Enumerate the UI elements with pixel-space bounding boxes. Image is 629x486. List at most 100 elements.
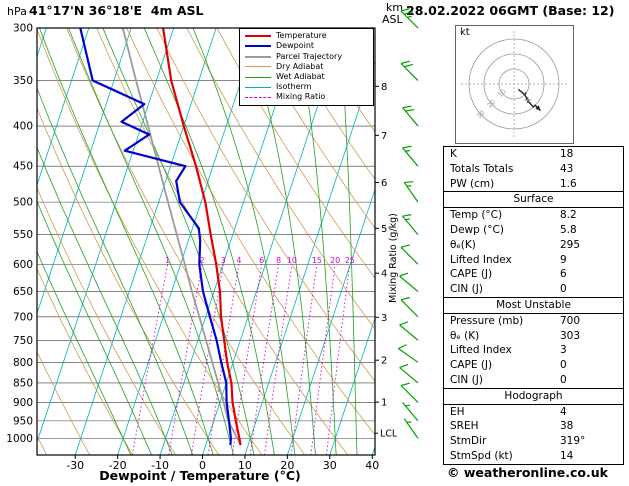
stat-row: K 18 [444, 147, 623, 162]
stat-value: 3 [560, 344, 567, 357]
chart-legend: Temperature Dewpoint Parcel Trajectory Dry … [239, 28, 374, 106]
stat-value: 1.6 [560, 177, 577, 190]
pressure-tick-label: 300 [13, 23, 33, 35]
km-tick-label: 5 [381, 224, 387, 235]
hodograph-ring-30 [468, 38, 560, 130]
stats-table: K 18 Totals Totals 43 PW (cm) 1.6 Surface Temp … [443, 146, 624, 465]
stat-value: 43 [560, 162, 574, 175]
temp-tick-label: -10 [151, 459, 169, 472]
stat-row: StmDir 319° [444, 434, 623, 449]
mixing-ratio-label: 3 [221, 256, 226, 265]
legend-line-wet-adiabat [245, 76, 271, 78]
temp-tick-label: 40 [365, 459, 379, 472]
pressure-tick-label: 400 [13, 121, 33, 133]
mixing-ratio-label: 10 [287, 256, 297, 265]
legend-label-isotherm: Isotherm [276, 82, 312, 92]
pressure-tick-label: 750 [13, 335, 33, 347]
stat-row: CAPE (J) 0 [444, 358, 623, 373]
stat-row: PW (cm) 1.6 [444, 177, 623, 192]
hodograph-ring-label: 10 [496, 87, 508, 99]
stat-label: PW (cm) [450, 177, 495, 190]
stat-label: Lifted Index [450, 344, 512, 357]
pressure-tick-label: 650 [13, 286, 33, 298]
altitude-axis-unit-km: km [386, 1, 404, 14]
wet-adiabat-lines [37, 28, 358, 455]
legend-item-wet-adiabat: Wet Adiabat [245, 73, 369, 82]
stat-value: 0 [560, 359, 567, 372]
stat-value: 18 [560, 148, 574, 160]
legend-label-mixing-ratio: Mixing Ratio [276, 92, 326, 102]
dry-adiabat-lines [37, 28, 375, 455]
legend-label-wet-adiabat: Wet Adiabat [276, 72, 325, 82]
stat-row: SREH 38 [444, 419, 623, 434]
stat-label: Totals Totals [450, 162, 514, 175]
stat-label: StmSpd (kt) [450, 449, 513, 462]
legend-item-mixing-ratio: Mixing Ratio [245, 93, 369, 102]
legend-line-isotherm [245, 86, 271, 88]
stat-label: CAPE (J) [450, 359, 493, 372]
mixing-ratio-axis-label: Mixing Ratio (g/kg) [388, 213, 399, 303]
stat-value: 6 [560, 268, 567, 281]
stat-label: θₑ (K) [450, 329, 480, 342]
temp-tick-label: 10 [238, 459, 252, 472]
km-tick-label: 1 [381, 398, 387, 409]
mixing-ratio-label: 25 [345, 256, 355, 265]
stat-value: 303 [560, 329, 581, 342]
legend-label-parcel-trajectory: Parcel Trajectory [276, 51, 343, 61]
stat-row: Temp (°C) 8.2 [444, 208, 623, 223]
km-tick-label: 8 [381, 82, 387, 93]
pressure-tick-label: 800 [13, 357, 33, 369]
hodograph-panel: 10 20 30 kt [455, 25, 574, 144]
temp-tick-label: 30 [323, 459, 337, 472]
chart-datetime: 28.02.2022 06GMT (Base: 12) [406, 3, 615, 18]
stat-value: 0 [560, 373, 567, 386]
stat-value: 9 [560, 253, 567, 266]
stat-row: Totals Totals 43 [444, 162, 623, 177]
mixing-ratio-label: 4 [236, 256, 241, 265]
station-title: 41°17'N 36°18'E 4m ASL [29, 3, 204, 18]
stat-section-title: Most Unstable [444, 296, 623, 314]
copyright: © weatheronline.co.uk [447, 465, 608, 480]
mixing-ratio-lines [131, 264, 351, 455]
legend-item-dewpoint: Dewpoint [245, 42, 369, 51]
legend-line-dewpoint [245, 45, 271, 48]
legend-item-parcel-trajectory: Parcel Trajectory [245, 52, 369, 61]
pressure-tick-label: 500 [13, 197, 33, 209]
legend-item-temperature: Temperature [245, 32, 369, 41]
stat-row: StmSpd (kt) 14 [444, 449, 623, 464]
temp-tick-label: -30 [66, 459, 84, 472]
legend-label-dewpoint: Dewpoint [276, 41, 315, 51]
legend-line-mixing-ratio [245, 96, 271, 98]
hodograph-ring-10 [498, 68, 530, 100]
stat-label: Pressure (mb) [450, 314, 524, 327]
temp-tick-label: 0 [199, 459, 206, 472]
mixing-ratio-label: 1 [165, 256, 170, 265]
hodograph-ring-label: 20 [486, 98, 498, 110]
hodograph-unit-label: kt [460, 27, 470, 38]
stat-value: 14 [560, 449, 574, 462]
stat-row: Pressure (mb) 700 [444, 314, 623, 329]
pressure-axis-unit: hPa [7, 5, 27, 18]
legend-item-isotherm: Isotherm [245, 83, 369, 92]
chart-border [36, 27, 376, 456]
stat-row: Lifted Index 9 [444, 253, 623, 268]
km-tick-label: 6 [381, 178, 387, 189]
stat-row: θₑ (K) 303 [444, 329, 623, 344]
km-tick-label: 4 [381, 269, 387, 280]
stat-value: 700 [560, 314, 581, 327]
lcl-label: LCL [380, 429, 398, 440]
stat-label: Lifted Index [450, 253, 512, 266]
stat-value: 38 [560, 420, 574, 433]
altitude-axis-unit-asl: ASL [382, 13, 403, 26]
mixing-ratio-label: 2 [199, 256, 204, 265]
legend-line-parcel-trajectory [245, 55, 271, 58]
stat-row: CIN (J) 0 [444, 282, 623, 297]
stat-label: CAPE (J) [450, 268, 493, 281]
stat-label: CIN (J) [450, 373, 483, 386]
pressure-tick-label: 600 [13, 259, 33, 271]
stat-value: 319° [560, 435, 586, 448]
stat-label: Dewp (°C) [450, 223, 504, 236]
legend-line-temperature [245, 35, 271, 38]
legend-line-dry-adiabat [245, 66, 271, 68]
